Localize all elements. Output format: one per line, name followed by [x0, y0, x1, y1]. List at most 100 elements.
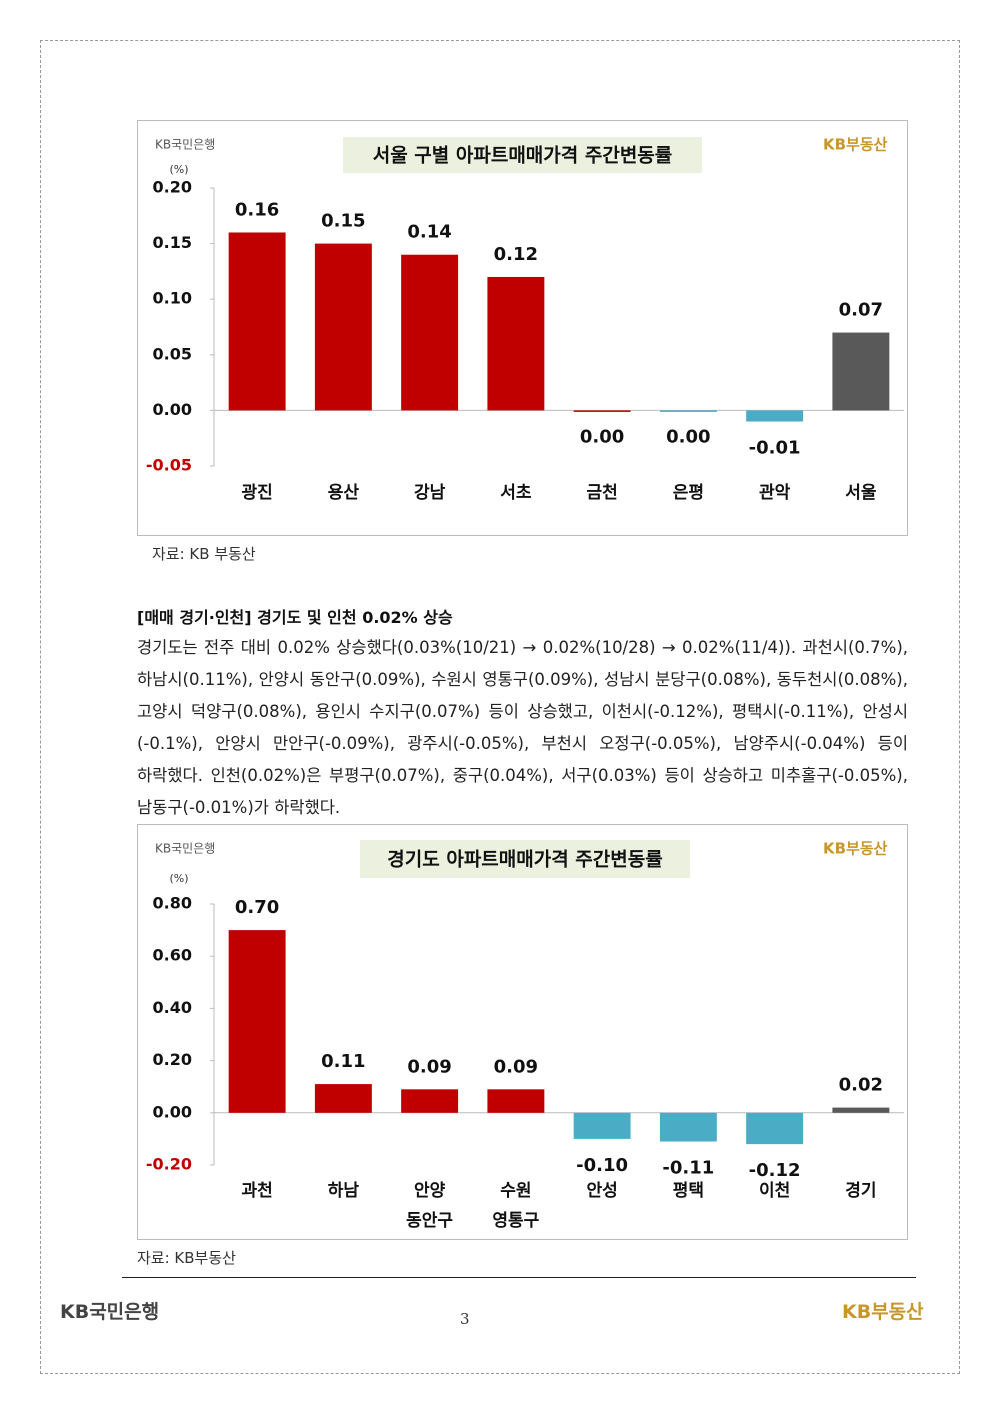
y-tick-label: 0.00 [153, 1102, 192, 1121]
value-label: 0.16 [235, 199, 279, 220]
x-tick-label: 은평 [673, 483, 704, 503]
value-label: -0.01 [749, 438, 801, 459]
logo-realestate: KB부동산 [823, 136, 888, 154]
x-tick-label: 과천 [241, 1181, 272, 1201]
footer-rule [122, 1277, 916, 1278]
x-tick-label-line: 안성 [586, 1181, 617, 1201]
source: 자료: KB 부동산 [152, 545, 256, 563]
x-tick-label-line: 용산 [328, 483, 360, 503]
x-tick-label-line: 광진 [241, 483, 272, 503]
x-tick-label: 하남 [328, 1181, 360, 1201]
footer-logo-realestate: KB부동산 [842, 1301, 924, 1323]
x-tick-label-line: 관악 [759, 483, 791, 503]
value-label: -0.10 [576, 1155, 628, 1176]
y-tick-label: 0.60 [153, 946, 192, 965]
bar [228, 232, 286, 411]
value-label: 0.02 [839, 1075, 883, 1096]
title-box [343, 137, 702, 173]
y-tick-label: 0.40 [153, 998, 192, 1017]
y-tick-label: 0.15 [153, 233, 192, 252]
y-tick-label: 0.20 [153, 178, 192, 197]
x-tick-label-line: 과천 [241, 1181, 272, 1201]
value-label: 0.00 [666, 426, 710, 447]
bar [746, 1112, 804, 1145]
value-label: 0.70 [235, 897, 279, 918]
y-tick-label: 0.80 [153, 894, 192, 913]
x-tick-label: 서초 [500, 483, 532, 503]
x-tick-label-line: 강남 [414, 483, 446, 503]
x-tick-label: 서울 [845, 483, 877, 503]
x-tick-label: 용산 [328, 483, 360, 503]
x-tick-label-line: 안양 [414, 1181, 446, 1201]
chart-title: 서울 구별 아파트매매가격 주간변동률 [373, 145, 673, 167]
value-label: 0.00 [580, 426, 624, 447]
x-tick-label-line: 동안구 [406, 1211, 453, 1231]
x-tick-label: 관악 [759, 483, 791, 503]
section-heading: [매매 경기·인천] 경기도 및 인천 0.02% 상승 [137, 608, 453, 627]
x-tick-label-line: 금천 [586, 483, 617, 503]
x-tick-label-line: 수원 [500, 1181, 531, 1201]
x-tick-label-line: 서울 [845, 483, 877, 503]
value-label: 0.14 [407, 222, 451, 243]
x-tick-label: 경기 [845, 1181, 876, 1201]
unit-label: (%) [169, 872, 188, 885]
y-tick-label: -0.05 [146, 456, 192, 475]
x-tick-label-line: 이천 [759, 1181, 790, 1201]
value-label: 0.09 [407, 1056, 451, 1077]
bar [314, 1084, 372, 1113]
x-tick-label: 금천 [586, 483, 617, 503]
value-label: 0.12 [494, 244, 538, 265]
logo-bank: KB국민은행 [155, 841, 215, 856]
bar [487, 1089, 545, 1113]
bar [659, 1112, 717, 1142]
bar [659, 410, 717, 412]
x-tick-label-line: 영통구 [492, 1211, 539, 1231]
x-tick-label-line: 은평 [673, 483, 704, 503]
y-tick-label: -0.20 [146, 1155, 192, 1174]
value-label: 0.09 [494, 1056, 538, 1077]
x-tick-label: 평택 [673, 1181, 704, 1201]
x-tick-label-line: 서초 [500, 483, 532, 503]
bar [832, 1107, 890, 1113]
x-tick-label: 안성 [586, 1181, 617, 1201]
bar [314, 243, 372, 411]
chart: 경기도 아파트매매가격 주간변동률 KB국민은행 KB부동산 (%) 0.80 0.60 0… [137, 824, 908, 1240]
logo-realestate: KB부동산 [823, 840, 888, 858]
bar [228, 930, 286, 1113]
y-tick-label: 0.20 [153, 1050, 192, 1069]
page-frame [40, 40, 960, 1374]
source: 자료: KB부동산 [137, 1249, 236, 1267]
title-box [360, 840, 690, 878]
section-paragraph: 경기도는 전주 대비 0.02% 상승했다(0.03%(10/21) → 0.0… [137, 638, 908, 817]
x-tick-label-line: 평택 [673, 1181, 704, 1201]
bar [401, 254, 459, 411]
bar [401, 1089, 459, 1113]
value-label: -0.12 [749, 1160, 801, 1181]
value-label: 0.07 [839, 300, 883, 321]
bar [746, 410, 804, 422]
x-tick-label-line: 하남 [328, 1181, 360, 1201]
value-label: 0.15 [321, 211, 365, 232]
y-tick-label: 0.05 [153, 344, 192, 363]
x-tick-label-line: 경기 [845, 1181, 876, 1201]
value-label: -0.11 [662, 1158, 714, 1179]
y-tick-label: 0.00 [153, 400, 192, 419]
logo-bank: KB국민은행 [155, 137, 215, 152]
x-tick-label: 광진 [241, 483, 272, 503]
chart-title: 경기도 아파트매매가격 주간변동률 [387, 849, 662, 871]
bar [487, 276, 545, 411]
unit-label: (%) [169, 163, 188, 176]
bar [832, 332, 890, 411]
value-label: 0.11 [321, 1051, 365, 1072]
footer-logo-bank: KB국민은행 [60, 1301, 160, 1323]
bar [573, 410, 631, 412]
y-tick-label: 0.10 [153, 289, 192, 308]
page-number: 3 [460, 1310, 470, 1328]
x-tick-label: 강남 [414, 483, 446, 503]
bar [573, 1112, 631, 1139]
chart: 서울 구별 아파트매매가격 주간변동률 KB국민은행 KB부동산 (%) 0.20 0.1… [137, 120, 908, 536]
x-tick-label: 이천 [759, 1181, 790, 1201]
